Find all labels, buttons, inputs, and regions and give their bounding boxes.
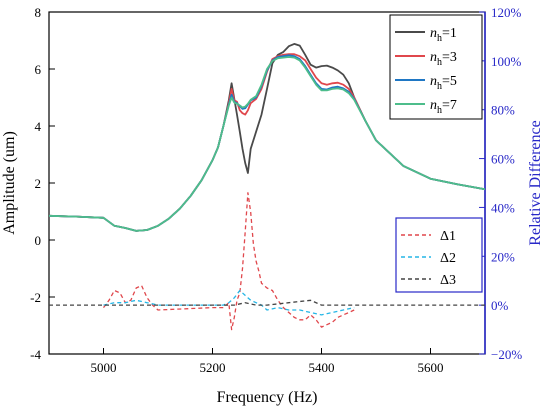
legend-label: nh=7 bbox=[430, 98, 457, 116]
left-tick-label: 4 bbox=[35, 119, 42, 134]
right-tick-label: −20% bbox=[491, 347, 522, 362]
left-axis-label: Amplitude (um) bbox=[1, 131, 18, 235]
legend-label: nh=3 bbox=[430, 50, 457, 68]
left-tick-label: -2 bbox=[30, 290, 41, 305]
left-tick-label: 8 bbox=[35, 5, 42, 20]
legend-label: Δ2 bbox=[440, 251, 456, 266]
series-line-nh=7 bbox=[49, 56, 485, 232]
right-axis-ticks: −20% 0% 20% 40% 60% 80% 100% 120% bbox=[479, 5, 522, 362]
x-tick-label: 5000 bbox=[91, 360, 117, 375]
series-line-Δ3 bbox=[49, 299, 485, 306]
left-axis-ticks: -4 -2 0 2 4 6 8 bbox=[30, 5, 55, 362]
legend-differences-box bbox=[395, 217, 483, 293]
right-tick-label: 40% bbox=[491, 200, 515, 215]
legend-label: Δ3 bbox=[440, 273, 456, 288]
x-axis-ticks: 5000 5200 5400 5600 bbox=[91, 348, 444, 375]
legend-label: Δ1 bbox=[440, 229, 456, 244]
series-layer bbox=[49, 43, 485, 331]
legend-label: nh=5 bbox=[430, 74, 457, 92]
right-tick-label: 100% bbox=[491, 54, 522, 69]
right-tick-label: 60% bbox=[491, 152, 515, 167]
right-tick-label: 80% bbox=[491, 103, 515, 118]
left-tick-label: -4 bbox=[30, 347, 41, 362]
left-tick-label: 6 bbox=[35, 62, 42, 77]
x-tick-label: 5400 bbox=[309, 360, 335, 375]
legend-label: nh=1 bbox=[430, 26, 457, 44]
series-line-Δ1 bbox=[102, 192, 355, 331]
right-axis-label: Relative Difference bbox=[527, 120, 544, 245]
right-tick-label: 20% bbox=[491, 249, 515, 264]
x-tick-label: 5200 bbox=[200, 360, 226, 375]
right-tick-label: 120% bbox=[491, 5, 522, 20]
x-tick-label: 5600 bbox=[418, 360, 444, 375]
series-line-Δ2 bbox=[103, 289, 355, 316]
legend-differences: Δ1 Δ2 Δ3 bbox=[395, 217, 483, 293]
right-tick-label: 0% bbox=[491, 298, 509, 313]
left-tick-label: 0 bbox=[35, 233, 42, 248]
x-axis-label: Frequency (Hz) bbox=[217, 389, 318, 406]
left-tick-label: 2 bbox=[35, 176, 42, 191]
legend-harmonics: nh=1 nh=3 nh=5 nh=7 bbox=[389, 14, 483, 120]
